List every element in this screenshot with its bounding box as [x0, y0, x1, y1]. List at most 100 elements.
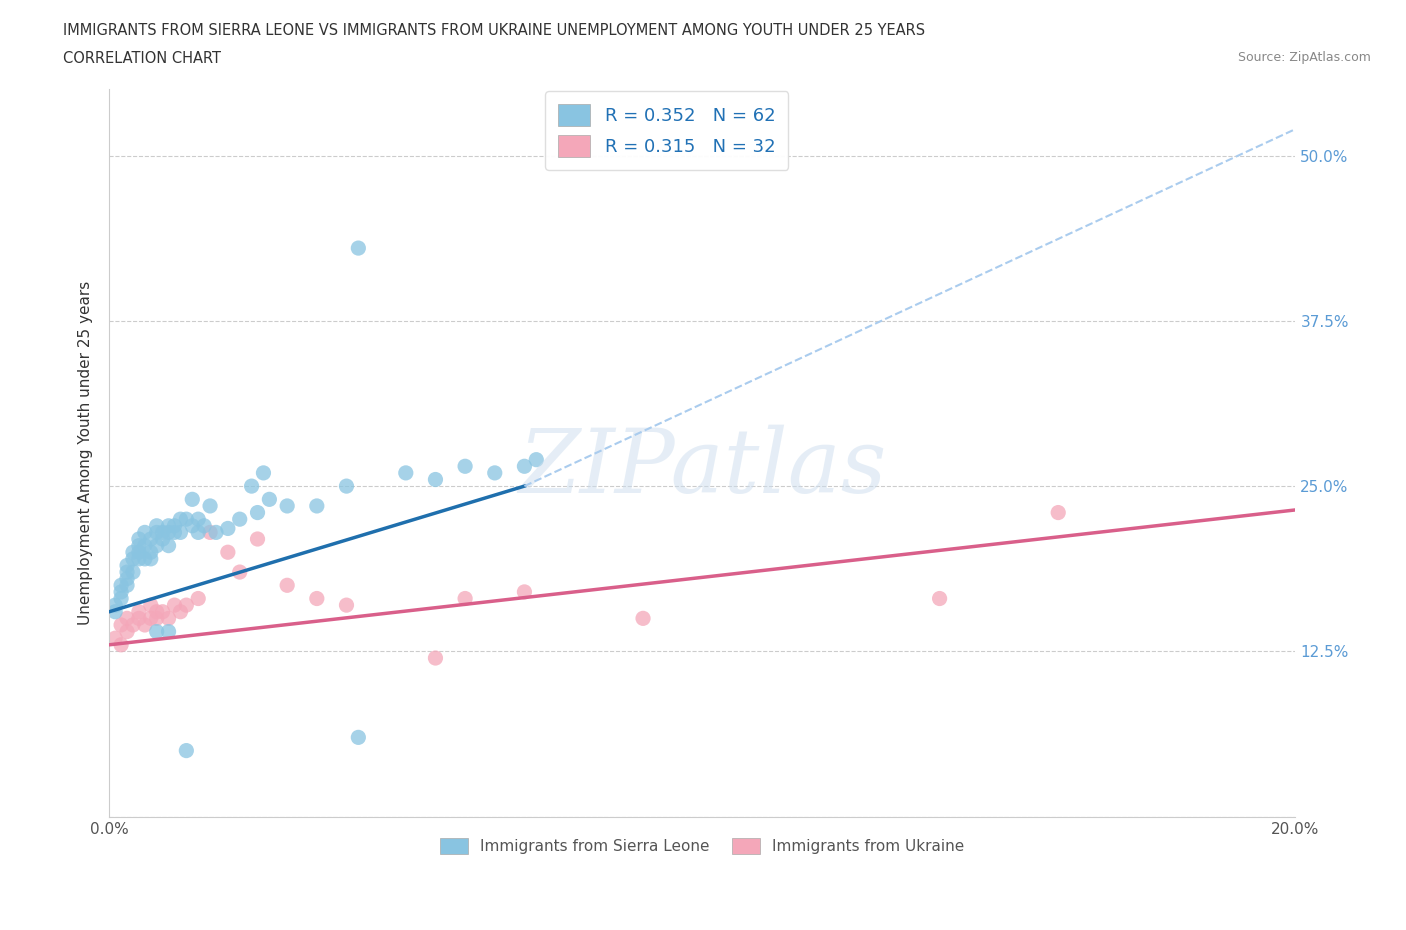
Point	[347, 241, 370, 256]
Point	[122, 618, 145, 632]
Point	[513, 584, 536, 599]
Legend: Immigrants from Sierra Leone, Immigrants from Ukraine: Immigrants from Sierra Leone, Immigrants…	[434, 831, 970, 860]
Point	[139, 598, 162, 613]
Point	[152, 604, 174, 619]
Point	[246, 505, 269, 520]
Point	[395, 465, 418, 480]
Point	[157, 624, 180, 639]
Point	[110, 637, 132, 652]
Point	[104, 598, 127, 613]
Point	[134, 525, 156, 539]
Point	[305, 498, 328, 513]
Point	[163, 518, 186, 533]
Point	[169, 512, 191, 526]
Point	[240, 479, 263, 494]
Point	[128, 611, 150, 626]
Y-axis label: Unemployment Among Youth under 25 years: Unemployment Among Youth under 25 years	[79, 281, 93, 625]
Point	[217, 545, 239, 560]
Point	[425, 472, 447, 487]
Point	[335, 479, 357, 494]
Point	[110, 584, 132, 599]
Point	[157, 525, 180, 539]
Point	[115, 578, 138, 592]
Point	[139, 545, 162, 560]
Point	[134, 538, 156, 553]
Point	[110, 578, 132, 592]
Point	[128, 545, 150, 560]
Point	[145, 624, 167, 639]
Point	[252, 465, 274, 480]
Point	[110, 591, 132, 606]
Point	[305, 591, 328, 606]
Point	[187, 525, 209, 539]
Point	[187, 591, 209, 606]
Point	[104, 631, 127, 645]
Point	[176, 743, 198, 758]
Point	[104, 604, 127, 619]
Point	[198, 525, 221, 539]
Point	[229, 565, 252, 579]
Point	[115, 565, 138, 579]
Point	[145, 604, 167, 619]
Point	[128, 532, 150, 547]
Point	[335, 598, 357, 613]
Point	[169, 604, 191, 619]
Point	[134, 551, 156, 566]
Point	[176, 598, 198, 613]
Text: Source: ZipAtlas.com: Source: ZipAtlas.com	[1237, 51, 1371, 64]
Point	[425, 651, 447, 666]
Point	[246, 532, 269, 547]
Point	[513, 458, 536, 473]
Point	[145, 538, 167, 553]
Point	[139, 532, 162, 547]
Point	[115, 611, 138, 626]
Point	[139, 611, 162, 626]
Point	[1047, 505, 1070, 520]
Point	[454, 591, 477, 606]
Point	[157, 538, 180, 553]
Point	[928, 591, 950, 606]
Point	[198, 498, 221, 513]
Text: CORRELATION CHART: CORRELATION CHART	[63, 51, 221, 66]
Point	[484, 465, 506, 480]
Point	[128, 604, 150, 619]
Point	[145, 518, 167, 533]
Point	[115, 558, 138, 573]
Point	[110, 618, 132, 632]
Point	[205, 525, 228, 539]
Point	[128, 538, 150, 553]
Point	[128, 551, 150, 566]
Point	[181, 492, 204, 507]
Point	[122, 551, 145, 566]
Point	[176, 512, 198, 526]
Text: IMMIGRANTS FROM SIERRA LEONE VS IMMIGRANTS FROM UKRAINE UNEMPLOYMENT AMONG YOUTH: IMMIGRANTS FROM SIERRA LEONE VS IMMIGRAN…	[63, 23, 925, 38]
Point	[139, 551, 162, 566]
Point	[229, 512, 252, 526]
Point	[217, 521, 239, 536]
Point	[524, 452, 547, 467]
Point	[193, 518, 215, 533]
Point	[187, 512, 209, 526]
Point	[115, 571, 138, 586]
Point	[276, 578, 298, 592]
Point	[163, 598, 186, 613]
Point	[163, 525, 186, 539]
Point	[347, 730, 370, 745]
Point	[181, 518, 204, 533]
Point	[122, 565, 145, 579]
Point	[276, 498, 298, 513]
Point	[454, 458, 477, 473]
Point	[134, 618, 156, 632]
Point	[145, 525, 167, 539]
Point	[631, 611, 654, 626]
Point	[169, 525, 191, 539]
Point	[122, 545, 145, 560]
Point	[157, 611, 180, 626]
Point	[152, 532, 174, 547]
Point	[115, 624, 138, 639]
Point	[259, 492, 281, 507]
Point	[145, 611, 167, 626]
Text: ZIPatlas: ZIPatlas	[519, 424, 887, 511]
Point	[157, 518, 180, 533]
Point	[152, 525, 174, 539]
